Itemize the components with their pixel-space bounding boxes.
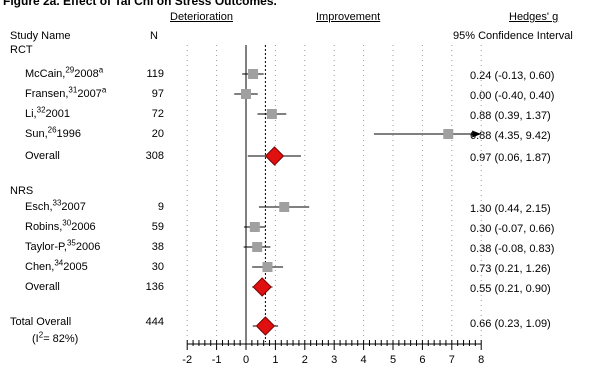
- x-tick-label: 6: [419, 354, 425, 366]
- study-point-square: [262, 262, 273, 272]
- group-label-nrs: NRS: [10, 185, 34, 197]
- effect-size-ci: 0.97 (0.06, 1.87): [470, 152, 551, 164]
- sample-size: 136: [145, 281, 164, 293]
- x-tick-label: 2: [302, 354, 308, 366]
- study-label: Fransen,312007a: [25, 85, 107, 100]
- study-name-header: Study Name: [10, 30, 71, 42]
- total-overall-ci: 0.66 (0.23, 1.09): [470, 318, 551, 330]
- study-point-square: [249, 222, 260, 232]
- footnote-mark: a: [101, 85, 107, 95]
- x-tick-label: -1: [212, 354, 222, 366]
- study-label: Taylor-P,352006: [25, 238, 101, 253]
- study-label: Li,322001: [25, 105, 71, 120]
- x-tick-label: 1: [272, 354, 278, 366]
- sample-size: 119: [146, 68, 164, 80]
- pooled-diamond: [252, 277, 272, 297]
- footnote-mark: a: [98, 65, 104, 75]
- x-tick-label: 0: [243, 354, 249, 366]
- effect-size-ci: 0.55 (0.21, 0.90): [470, 283, 551, 295]
- effect-size-ci: 0.88 (0.39, 1.37): [470, 110, 551, 122]
- pooled-diamond: [255, 316, 276, 336]
- reference-number: 30: [62, 218, 72, 228]
- reference-number: 34: [54, 258, 64, 268]
- sample-size: 30: [151, 261, 164, 273]
- reference-number: 31: [68, 85, 78, 95]
- effect-size-ci: 0.73 (0.21, 1.26): [470, 263, 551, 275]
- figure-title: Figure 2a. Effect of Tai Chi on Stress O…: [3, 0, 277, 8]
- sample-size: 97: [151, 88, 164, 100]
- ci-overflow-arrow: [472, 130, 482, 138]
- reference-number: 35: [66, 238, 76, 248]
- x-tick-label: 3: [331, 354, 337, 366]
- sample-size: 72: [151, 108, 164, 120]
- effect-size-ci: 0.30 (-0.07, 0.66): [470, 223, 555, 235]
- study-label: Chen,342005: [25, 258, 88, 273]
- study-label: Robins,302006: [25, 218, 96, 233]
- study-label: Overall: [25, 150, 60, 162]
- x-tick-label: 8: [478, 354, 484, 366]
- improvement-header: Improvement: [316, 11, 381, 23]
- sample-size: 59: [151, 221, 164, 233]
- study-label: McCain,292008a: [25, 65, 104, 80]
- deterioration-header: Deterioration: [170, 11, 233, 23]
- study-label: Esch,332007: [25, 198, 86, 213]
- sample-size: 308: [145, 150, 164, 162]
- sample-size: 20: [151, 128, 164, 140]
- study-label: Sun,261996: [25, 125, 82, 140]
- study-label: Overall: [25, 281, 60, 293]
- x-tick-label: -2: [182, 354, 192, 366]
- study-point-square: [279, 202, 290, 212]
- x-tick-label: 7: [449, 354, 455, 366]
- effect-size-ci: 0.24 (-0.13, 0.60): [470, 70, 555, 82]
- total-overall-label: Total Overall: [10, 316, 72, 328]
- effect-size-ci: 1.30 (0.44, 2.15): [470, 203, 551, 215]
- reference-number: 26: [47, 125, 57, 135]
- effect-size-ci: 0.00 (-0.40, 0.40): [470, 90, 555, 102]
- reference-number: 29: [65, 65, 75, 75]
- sample-size: 9: [157, 201, 164, 213]
- total-overall-n: 444: [145, 316, 164, 328]
- effect-size-ci: 0.38 (-0.08, 0.83): [470, 243, 555, 255]
- hedges-g-header: Hedges' g: [509, 11, 559, 23]
- reference-number: 32: [36, 105, 46, 115]
- study-point-square: [252, 242, 263, 252]
- group-label-rct: RCT: [10, 44, 33, 56]
- study-point-square: [443, 129, 454, 139]
- n-header: N: [150, 30, 158, 42]
- heterogeneity-label: (I2= 82%): [32, 330, 79, 345]
- study-point-square: [266, 109, 277, 119]
- x-tick-label: 5: [390, 354, 396, 366]
- sample-size: 38: [151, 241, 164, 253]
- study-point-square: [248, 69, 259, 79]
- reference-number: 33: [52, 198, 62, 208]
- study-point-square: [241, 89, 251, 99]
- effect-size-ci: 6.88 (4.35, 9.42): [470, 130, 551, 142]
- ci-header: 95% Confidence Interval: [453, 30, 573, 42]
- x-tick-label: 4: [361, 354, 367, 366]
- pooled-diamond: [264, 146, 285, 166]
